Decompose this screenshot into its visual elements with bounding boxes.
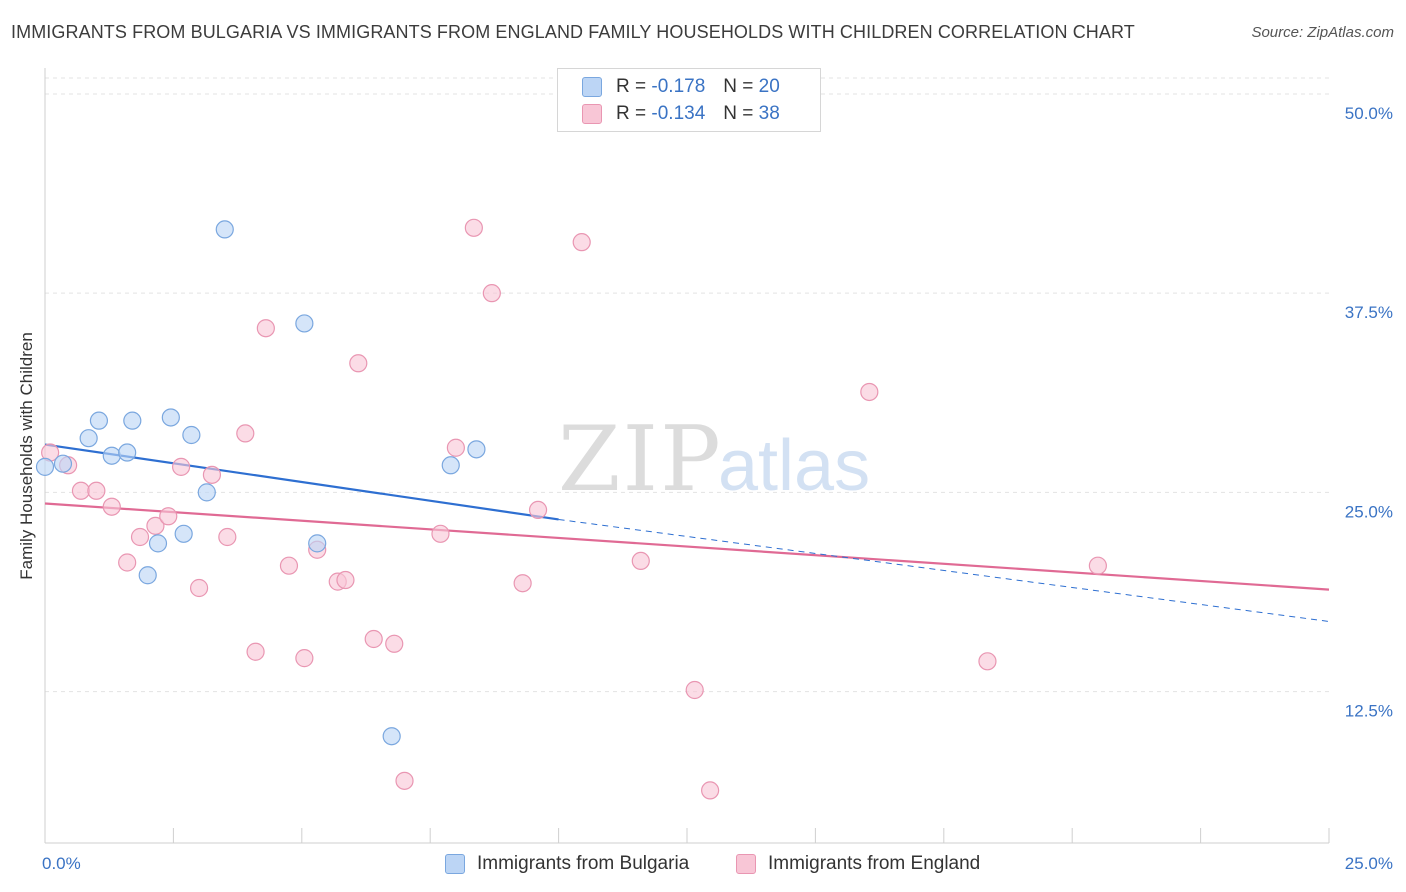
bulgaria-point-16 bbox=[382, 727, 401, 746]
bulgaria-point-12 bbox=[197, 483, 216, 502]
series-legend-bulgaria: Immigrants from Bulgaria bbox=[445, 852, 689, 876]
england-point-20 bbox=[336, 570, 355, 590]
series-swatch-bulgaria bbox=[445, 854, 465, 874]
england-point-6 bbox=[130, 527, 150, 547]
england-point-2 bbox=[71, 481, 91, 500]
bulgaria-point-17 bbox=[441, 456, 460, 475]
bulgaria-point-4 bbox=[102, 446, 121, 465]
england-point-24 bbox=[395, 771, 414, 790]
legend-r-value-england: -0.134 bbox=[651, 103, 706, 124]
y-tick-label-3: 50.0% bbox=[1345, 104, 1393, 123]
legend-n-label-bulgaria: N = bbox=[723, 76, 754, 97]
bulgaria-point-6 bbox=[123, 411, 142, 430]
legend-r-value-bulgaria: -0.178 bbox=[651, 76, 706, 97]
england-point-13 bbox=[236, 424, 255, 443]
bulgaria-point-11 bbox=[182, 425, 201, 445]
england-point-7 bbox=[146, 516, 165, 535]
x-tick-label-0: 0.0% bbox=[42, 854, 81, 873]
england-point-22 bbox=[364, 629, 383, 649]
england-point-14 bbox=[246, 642, 265, 661]
bulgaria-point-18 bbox=[467, 440, 486, 459]
legend-n-value-england: 38 bbox=[758, 103, 780, 124]
bulgaria-point-10 bbox=[174, 524, 193, 543]
x-tick-label-1: 25.0% bbox=[1345, 854, 1393, 873]
watermark-atlas: atlas bbox=[718, 426, 870, 506]
bulgaria-point-13 bbox=[215, 220, 234, 239]
legend-swatch-england bbox=[582, 104, 602, 124]
series-label-england: Immigrants from England bbox=[768, 853, 981, 874]
bulgaria-point-8 bbox=[148, 534, 168, 553]
england-point-21 bbox=[349, 354, 368, 373]
bulgaria-point-7 bbox=[138, 566, 157, 585]
england-point-37 bbox=[1088, 556, 1107, 575]
legend-r-label-england: R = bbox=[616, 103, 647, 124]
england-point-23 bbox=[385, 634, 404, 653]
grid-layer bbox=[45, 77, 1329, 693]
y-tick-label-2: 37.5% bbox=[1345, 303, 1393, 322]
legend-n-label-england: N = bbox=[723, 103, 754, 124]
england-point-15 bbox=[256, 319, 275, 338]
chart-title: IMMIGRANTS FROM BULGARIA VS IMMIGRANTS F… bbox=[11, 22, 1135, 42]
source-label: Source: ZipAtlas.com bbox=[1251, 24, 1394, 41]
england-point-17 bbox=[295, 649, 314, 668]
series-label-bulgaria: Immigrants from Bulgaria bbox=[477, 853, 690, 874]
england-point-30 bbox=[528, 500, 548, 520]
england-point-16 bbox=[279, 556, 299, 575]
england-point-5 bbox=[118, 553, 137, 572]
england-point-3 bbox=[87, 481, 106, 500]
england-point-34 bbox=[701, 781, 720, 800]
points-layer bbox=[35, 218, 1107, 800]
england-point-31 bbox=[572, 233, 591, 252]
legend-row-england: R = -0.134 N = 38 bbox=[582, 102, 780, 126]
bulgaria-point-1 bbox=[53, 454, 73, 473]
series-swatch-england bbox=[736, 854, 756, 874]
england-point-36 bbox=[978, 652, 997, 671]
england-point-29 bbox=[513, 574, 532, 593]
bulgaria-trend-extension bbox=[558, 518, 1330, 622]
watermark-zip: ZIP bbox=[558, 407, 723, 512]
legend-r-label-bulgaria: R = bbox=[616, 76, 647, 97]
england-trend-line bbox=[44, 502, 1330, 591]
england-point-32 bbox=[631, 551, 650, 571]
england-point-12 bbox=[218, 527, 237, 547]
england-point-11 bbox=[202, 465, 222, 484]
watermark: ZIP atlas bbox=[558, 407, 870, 512]
england-point-27 bbox=[464, 218, 483, 237]
bulgaria-point-9 bbox=[161, 408, 180, 427]
bulgaria-point-3 bbox=[89, 411, 109, 430]
y-tick-label-1: 25.0% bbox=[1345, 502, 1393, 521]
bulgaria-point-5 bbox=[118, 443, 137, 462]
england-point-35 bbox=[860, 382, 879, 402]
england-point-10 bbox=[189, 578, 209, 598]
bulgaria-point-14 bbox=[295, 314, 314, 333]
england-point-26 bbox=[446, 438, 465, 457]
england-point-9 bbox=[172, 457, 191, 476]
bulgaria-point-0 bbox=[35, 457, 55, 476]
legend-swatch-bulgaria bbox=[582, 77, 602, 97]
y-axis-label: Family Households with Children bbox=[17, 332, 36, 580]
y-tick-label-0: 12.5% bbox=[1345, 702, 1393, 721]
england-point-4 bbox=[102, 497, 121, 516]
england-point-33 bbox=[685, 680, 704, 700]
legend-row-bulgaria: R = -0.178 N = 20 bbox=[582, 75, 780, 99]
correlation-legend: R = -0.178 N = 20 R = -0.134 N = 38 bbox=[557, 68, 821, 132]
tick-label-layer: 12.5% 25.0% 37.5% 50.0% 0.0% 25.0% bbox=[42, 104, 1393, 873]
bulgaria-point-15 bbox=[308, 534, 327, 553]
england-point-8 bbox=[159, 507, 178, 526]
legend-n-value-bulgaria: 20 bbox=[758, 76, 780, 97]
series-legend-england: Immigrants from England bbox=[736, 852, 980, 876]
england-point-25 bbox=[431, 524, 450, 543]
england-point-28 bbox=[482, 284, 501, 303]
bulgaria-point-2 bbox=[79, 429, 98, 448]
